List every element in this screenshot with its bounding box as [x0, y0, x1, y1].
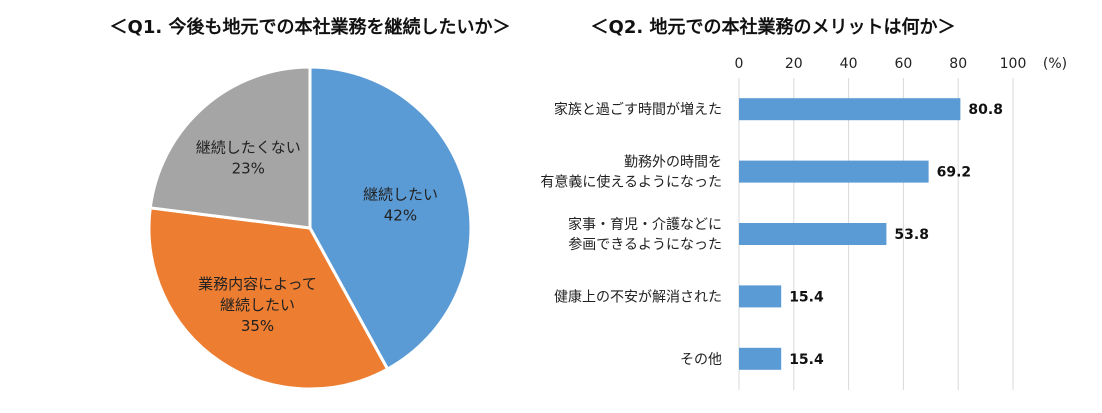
category-label: 家事・育児・介護などに参画できるようになった [568, 216, 722, 253]
bar [739, 347, 782, 370]
category-label: 勤務外の時間を有意義に使えるようになった [540, 155, 722, 191]
q2-x-ticks: 0 20 40 60 80 100 [735, 56, 1027, 72]
bar-value-label: 15.4 [789, 289, 824, 305]
q2-value-labels: 80.8 69.2 53.8 15.4 15.4 [789, 102, 1003, 368]
q2-title: ＜Q2. 地元での本社業務のメリットは何か＞ [591, 16, 956, 38]
q2-unit-label: (%) [1043, 56, 1067, 72]
x-tick-label: 100 [1000, 56, 1027, 72]
pie-slice-label-2: 業務内容によって継続したい 35% [198, 275, 317, 335]
bar [739, 160, 929, 183]
bar-value-label: 15.4 [789, 352, 824, 368]
x-tick-label: 0 [735, 56, 744, 72]
pie-slice-label-1: 継続したい 42% [363, 185, 438, 224]
category-label: 健康上の不安が解消された [554, 288, 722, 305]
x-tick-label: 40 [840, 56, 858, 72]
bar-value-label: 69.2 [937, 165, 972, 181]
q1-pie-chart: 継続したい 42% 業務内容によって継続したい 35% 継続したくない 23% [147, 65, 473, 391]
bar [739, 285, 782, 308]
pie-slice-1 [308, 65, 473, 372]
bar [739, 223, 887, 245]
x-tick-label: 60 [894, 56, 912, 72]
pie-slice-2 [147, 206, 390, 391]
bar-value-label: 80.8 [968, 102, 1003, 118]
q2-bars [739, 98, 961, 370]
category-label: その他 [680, 352, 722, 368]
category-label: 家族と過ごす時間が増えた [554, 101, 722, 118]
pie-slice-label-3: 継続したくない 23% [196, 138, 301, 177]
x-tick-label: 20 [785, 56, 803, 72]
pie-slice-3 [148, 65, 312, 230]
bar-value-label: 53.8 [894, 227, 929, 243]
q1-title: ＜Q1. 今後も地元での本社業務を継続したいか＞ [110, 16, 511, 38]
x-tick-label: 80 [949, 56, 967, 72]
q2-category-labels: 家族と過ごす時間が増えた勤務外の時間を有意義に使えるようになった家事・育児・介護… [540, 101, 722, 368]
bar [739, 98, 961, 121]
